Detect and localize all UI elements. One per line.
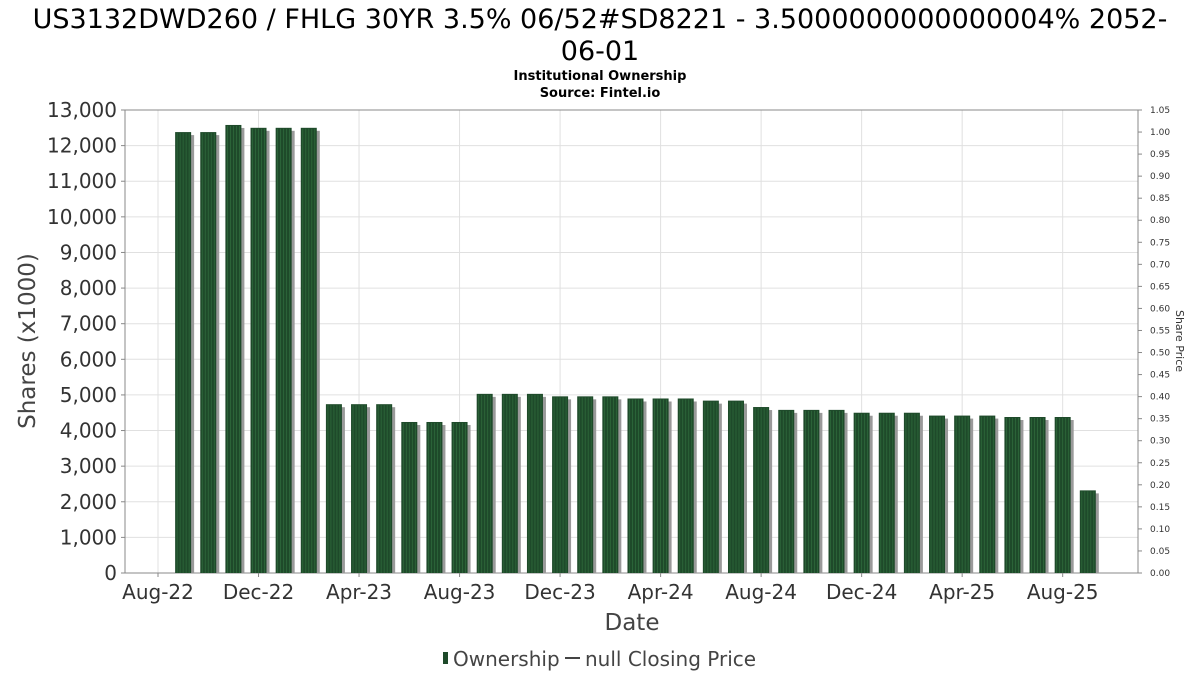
left-tick-label: 3,000 — [60, 454, 117, 478]
left-axis-ticks: 0 1,000 2,000 3,000 4,000 5,000 6,000 7,000 8,00… — [47, 98, 125, 585]
right-tick-label: 0.50 — [1150, 349, 1170, 359]
bar-ownership — [577, 396, 597, 573]
left-tick-label: 10,000 — [47, 205, 117, 229]
x-tick-label: Aug-22 — [122, 580, 194, 604]
bar-ownership — [652, 398, 672, 573]
bar-ownership — [954, 415, 974, 573]
bar-ownership — [1079, 490, 1099, 573]
bar-ownership — [501, 393, 521, 573]
right-tick-label: 1.00 — [1150, 128, 1170, 138]
y-axis-label: Shares (x1000) — [15, 253, 41, 429]
left-tick-label: 13,000 — [47, 98, 117, 122]
bar-ownership — [300, 127, 320, 574]
right-tick-label: 0.65 — [1150, 282, 1170, 292]
right-tick-label: 0.85 — [1150, 194, 1170, 204]
right-tick-label: 0.95 — [1150, 150, 1170, 160]
x-tick-label: Dec-24 — [826, 580, 897, 604]
right-tick-label: 0.90 — [1150, 172, 1170, 182]
bar-ownership — [878, 412, 898, 573]
right-tick-label: 0.80 — [1150, 216, 1170, 226]
bar-ownership — [1004, 417, 1024, 573]
x-tick-label: Apr-25 — [929, 580, 995, 604]
chart-title-line-2: 06-01 — [561, 36, 639, 67]
left-tick-label: 4,000 — [60, 419, 117, 443]
bar-ownership — [929, 415, 949, 573]
left-tick-label: 2,000 — [60, 490, 117, 514]
left-tick-label: 8,000 — [60, 276, 117, 300]
right-axis-ticks: 0.00 0.05 0.10 0.15 0.20 0.25 0.30 0.35 0.40 0.45… — [1138, 106, 1170, 579]
bar-ownership — [325, 404, 345, 573]
x-tick-label: Apr-24 — [628, 580, 694, 604]
left-tick-label: 1,000 — [60, 525, 117, 549]
bar-ownership — [376, 404, 396, 573]
x-axis-ticks: Aug-22 Dec-22 Apr-23 Aug-23 Dec-23 Apr-24 Aug-… — [122, 573, 1099, 604]
x-tick-label: Dec-22 — [223, 580, 294, 604]
right-tick-label: 0.35 — [1150, 415, 1170, 425]
bar-ownership — [200, 132, 220, 573]
left-tick-label: 7,000 — [60, 312, 117, 336]
bar-ownership — [175, 132, 195, 573]
bar-ownership — [979, 415, 999, 573]
chart-subtitle: Institutional Ownership — [514, 69, 687, 84]
left-tick-label: 5,000 — [60, 383, 117, 407]
bar-ownership — [677, 398, 697, 573]
left-tick-label: 12,000 — [47, 134, 117, 158]
legend: Ownership null Closing Price — [443, 647, 756, 671]
bar-ownership — [451, 421, 471, 573]
bar-ownership — [853, 412, 873, 573]
x-tick-label: Aug-23 — [424, 580, 496, 604]
bar-ownership — [426, 421, 446, 573]
bar-ownership — [476, 393, 496, 573]
right-tick-label: 0.55 — [1150, 326, 1170, 336]
right-tick-label: 0.40 — [1150, 393, 1170, 403]
right-tick-label: 0.20 — [1150, 481, 1170, 491]
legend-ownership-label: Ownership — [453, 647, 560, 671]
bar-ownership — [351, 404, 371, 573]
y2-axis-label: Share Price — [1173, 310, 1186, 372]
left-tick-label: 6,000 — [60, 347, 117, 371]
bar-ownership — [627, 398, 647, 573]
right-tick-label: 0.30 — [1150, 437, 1170, 447]
right-tick-label: 0.05 — [1150, 547, 1170, 557]
left-tick-label: 11,000 — [47, 169, 117, 193]
bar-ownership — [828, 409, 848, 573]
right-tick-label: 0.45 — [1150, 371, 1170, 381]
bar-ownership — [778, 409, 798, 573]
bar-ownership — [602, 396, 622, 573]
bar-ownership — [526, 393, 546, 573]
right-tick-label: 0.70 — [1150, 260, 1170, 270]
chart-title-line-1: US3132DWD260 / FHLG 30YR 3.5% 06/52#SD82… — [33, 4, 1168, 35]
bar-ownership — [225, 124, 245, 573]
legend-price-label: null Closing Price — [585, 647, 756, 671]
x-tick-label: Aug-24 — [725, 580, 797, 604]
bar-ownership — [803, 409, 823, 573]
bar-ownership — [727, 400, 747, 573]
x-tick-label: Dec-23 — [524, 580, 595, 604]
right-tick-label: 0.00 — [1150, 569, 1170, 579]
bar-ownership — [702, 400, 722, 573]
bar-ownership — [1054, 417, 1074, 573]
left-tick-label: 9,000 — [60, 240, 117, 264]
right-tick-label: 0.10 — [1150, 525, 1170, 535]
bar-ownership — [275, 127, 295, 574]
legend-ownership-swatch — [443, 652, 448, 664]
right-tick-label: 0.25 — [1150, 459, 1170, 469]
x-tick-label: Apr-23 — [326, 580, 392, 604]
right-tick-label: 0.75 — [1150, 238, 1170, 248]
right-tick-label: 1.05 — [1150, 106, 1170, 116]
chart-source: Source: Fintel.io — [540, 86, 661, 101]
x-axis-label: Date — [605, 610, 660, 636]
bar-ownership — [552, 396, 572, 573]
bars — [175, 124, 1099, 574]
bar-ownership — [1029, 417, 1049, 573]
left-tick-label: 0 — [104, 561, 117, 585]
x-tick-label: Aug-25 — [1027, 580, 1099, 604]
bar-ownership — [250, 127, 270, 574]
right-tick-label: 0.15 — [1150, 503, 1170, 513]
bar-ownership — [903, 412, 923, 573]
bar-ownership — [401, 421, 421, 573]
right-tick-label: 0.60 — [1150, 304, 1170, 314]
bar-ownership — [753, 407, 773, 573]
